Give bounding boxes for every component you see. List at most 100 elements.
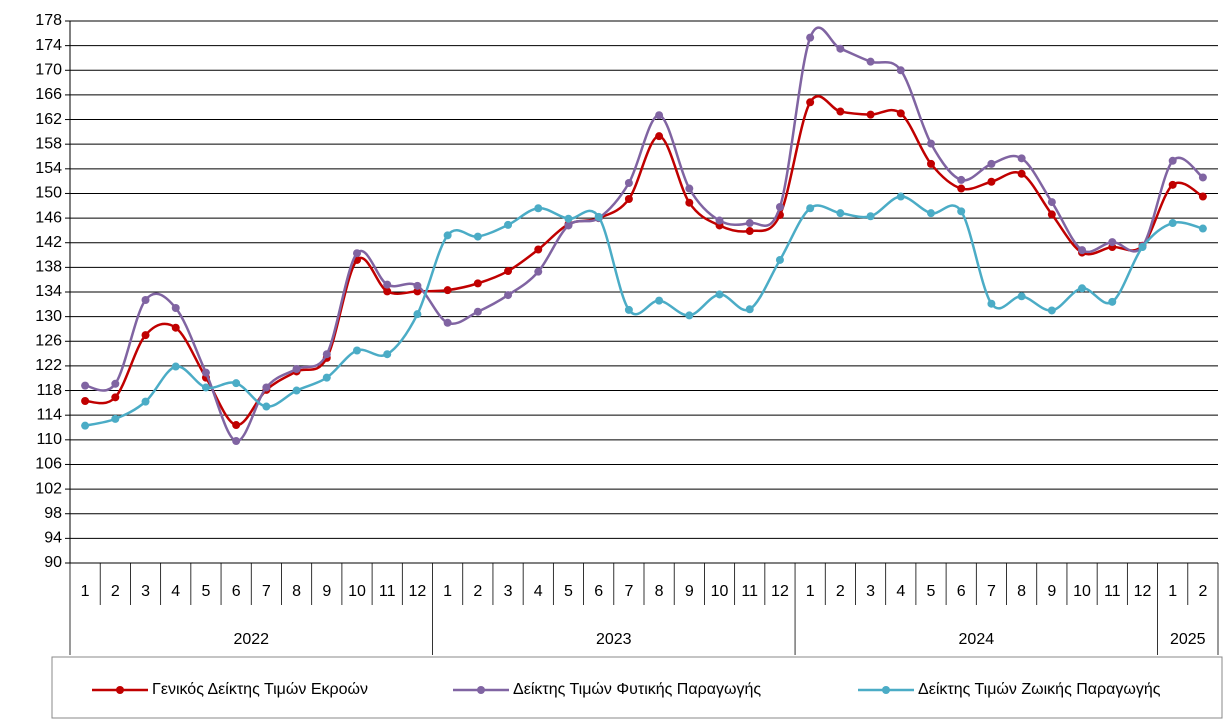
point [201,383,210,392]
point [836,209,845,218]
x-tick-label: 4 [534,583,543,600]
year-label: 2022 [233,631,269,648]
x-tick-label: 7 [987,583,996,600]
x-tick-label: 7 [624,583,633,600]
y-tick-label: 106 [35,456,62,473]
x-tick-label: 2 [111,583,120,600]
x-tick-label: 10 [348,583,366,600]
point [322,350,331,359]
x-tick-label: 10 [1073,583,1091,600]
year-label: 2025 [1170,631,1206,648]
point [655,296,664,305]
y-tick-label: 114 [36,406,62,423]
point [383,350,392,359]
point [745,219,754,228]
legend-marker [477,686,485,694]
point [987,177,996,186]
y-tick-label: 110 [36,431,62,448]
point [232,421,241,430]
year-label: 2024 [959,631,995,648]
point [141,397,150,406]
legend-box [51,656,1223,719]
legend-label: Δείκτης Τιμών Φυτικής Παραγωγής [513,681,761,698]
point [1017,154,1026,163]
point [534,245,543,254]
point [262,383,271,392]
point [443,286,452,295]
point [504,291,513,300]
point [232,437,241,446]
x-tick-label: 4 [171,583,180,600]
x-tick-label: 11 [379,583,396,600]
y-tick-label: 130 [35,308,62,325]
x-tick-label: 2 [1198,583,1207,600]
point [292,364,301,373]
point [1108,297,1117,306]
point [685,311,694,320]
y-tick-label: 146 [35,209,62,226]
y-tick-label: 126 [35,332,62,349]
point [1017,169,1026,178]
x-tick-label: 11 [741,583,758,600]
y-tick-label: 134 [35,283,62,300]
point [594,212,603,221]
point [413,287,422,296]
point [775,203,784,212]
y-tick-label: 90 [44,554,62,571]
y-tick-label: 154 [35,160,62,177]
point [473,232,482,241]
y-tick-label: 162 [35,111,62,128]
point [413,310,422,319]
point [564,214,573,223]
y-tick-label: 122 [35,357,62,374]
year-label: 2023 [596,631,632,648]
y-tick-label: 98 [44,505,62,522]
point [111,393,120,402]
x-tick-label: 6 [957,583,966,600]
series-line [84,26,1204,443]
point [81,381,90,390]
point [655,111,664,120]
point [927,139,935,148]
y-tick-label: 118 [36,382,62,399]
point [1168,156,1177,165]
x-tick-label: 1 [443,583,452,600]
point [564,221,573,230]
point [171,304,180,313]
x-tick-label: 5 [564,583,573,600]
point [745,227,754,236]
point [504,267,513,276]
point [836,44,845,53]
point [141,296,150,305]
point [1078,246,1087,255]
y-tick-label: 170 [35,61,62,78]
y-tick-label: 142 [35,234,62,251]
y-tick-label: 174 [35,37,62,54]
point [927,209,935,218]
point [443,318,452,327]
point [201,368,210,377]
x-tick-label: 8 [292,583,301,600]
point [806,204,815,213]
series-line [84,195,1204,427]
point [685,184,694,193]
point [111,379,120,388]
legend-marker [882,686,890,694]
point [624,305,633,314]
point [866,110,875,119]
point [957,184,966,193]
point [957,175,966,184]
y-tick-label: 102 [35,480,62,497]
point [1047,198,1056,207]
point [1168,219,1177,228]
point [775,255,784,264]
x-tick-label: 3 [504,583,513,600]
x-tick-label: 8 [1017,583,1026,600]
point [473,279,482,288]
x-tick-label: 2 [836,583,845,600]
point [896,192,905,201]
point [443,231,452,240]
point [806,33,815,42]
point [1198,192,1207,201]
